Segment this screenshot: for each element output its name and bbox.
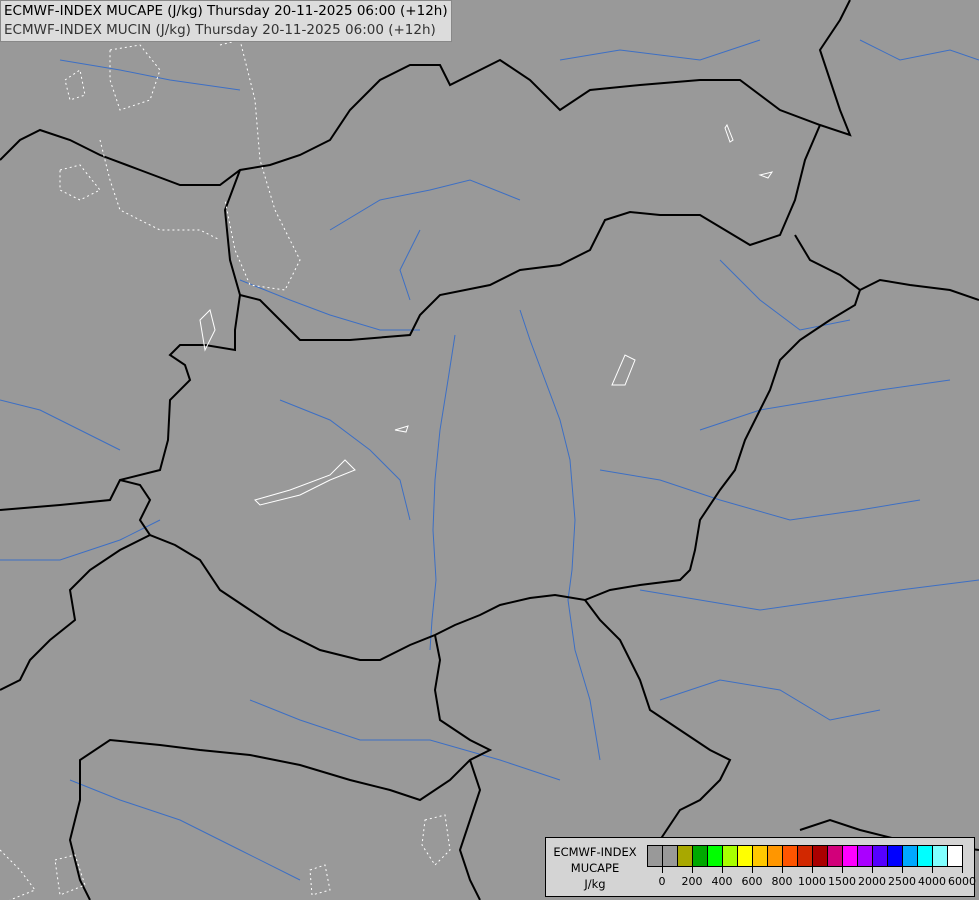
legend-swatch xyxy=(933,846,948,866)
legend-swatch xyxy=(648,846,663,866)
legend-tick xyxy=(812,867,813,873)
legend-tick-label: 2500 xyxy=(888,875,916,888)
legend-swatch xyxy=(903,846,918,866)
rivers xyxy=(0,39,979,881)
legend-swatch xyxy=(873,846,888,866)
legend-tick xyxy=(932,867,933,873)
legend-swatch xyxy=(813,846,828,866)
legend-swatch xyxy=(918,846,933,866)
legend-parameter: MUCAPE xyxy=(570,861,620,875)
legend-tick xyxy=(962,867,963,873)
legend-tick-label: 800 xyxy=(771,875,793,888)
legend-unit: J/kg xyxy=(584,877,606,891)
legend-tick-label: 0 xyxy=(658,875,666,888)
map-title: ECMWF-INDEX MUCAPE (J/kg) Thursday 20-11… xyxy=(0,0,452,42)
legend-swatch xyxy=(783,846,798,866)
legend-swatch xyxy=(693,846,708,866)
title-mucape: ECMWF-INDEX MUCAPE (J/kg) Thursday 20-11… xyxy=(4,3,448,19)
legend-swatch xyxy=(678,846,693,866)
color-legend: ECMWF-INDEX MUCAPE J/kg 0 200 400 600 800 100… xyxy=(545,837,976,897)
legend-swatch xyxy=(858,846,873,866)
legend-tick xyxy=(752,867,753,873)
legend-swatch xyxy=(828,846,843,866)
legend-tick-label: 6000 xyxy=(948,875,976,888)
legend-tick xyxy=(662,867,663,873)
legend-label: ECMWF-INDEX MUCAPE J/kg xyxy=(546,844,644,892)
legend-swatch xyxy=(948,846,962,866)
legend-tick-label: 600 xyxy=(741,875,763,888)
legend-swatch xyxy=(798,846,813,866)
legend-tick-label: 1000 xyxy=(798,875,826,888)
legend-swatch xyxy=(888,846,903,866)
mucin-contours xyxy=(0,39,774,900)
legend-tick xyxy=(902,867,903,873)
legend-swatch xyxy=(738,846,753,866)
legend-source: ECMWF-INDEX xyxy=(553,845,637,859)
legend-swatch xyxy=(663,846,678,866)
legend-ticks: 0 200 400 600 800 1000 1500 2000 2500 4000 6000 xyxy=(647,867,976,897)
legend-swatch xyxy=(723,846,738,866)
legend-tick xyxy=(872,867,873,873)
legend-tick xyxy=(722,867,723,873)
legend-tick-label: 1500 xyxy=(828,875,856,888)
legend-swatch xyxy=(753,846,768,866)
legend-tick xyxy=(692,867,693,873)
legend-tick-label: 400 xyxy=(711,875,733,888)
legend-swatch xyxy=(843,846,858,866)
title-mucin: ECMWF-INDEX MUCIN (J/kg) Thursday 20-11-… xyxy=(4,22,436,38)
legend-swatch xyxy=(708,846,723,866)
legend-tick xyxy=(842,867,843,873)
legend-swatch xyxy=(768,846,783,866)
legend-tick-label: 2000 xyxy=(858,875,886,888)
legend-tick-label: 200 xyxy=(681,875,703,888)
legend-tick-label: 4000 xyxy=(918,875,946,888)
legend-swatches xyxy=(647,845,963,867)
legend-tick xyxy=(782,867,783,873)
